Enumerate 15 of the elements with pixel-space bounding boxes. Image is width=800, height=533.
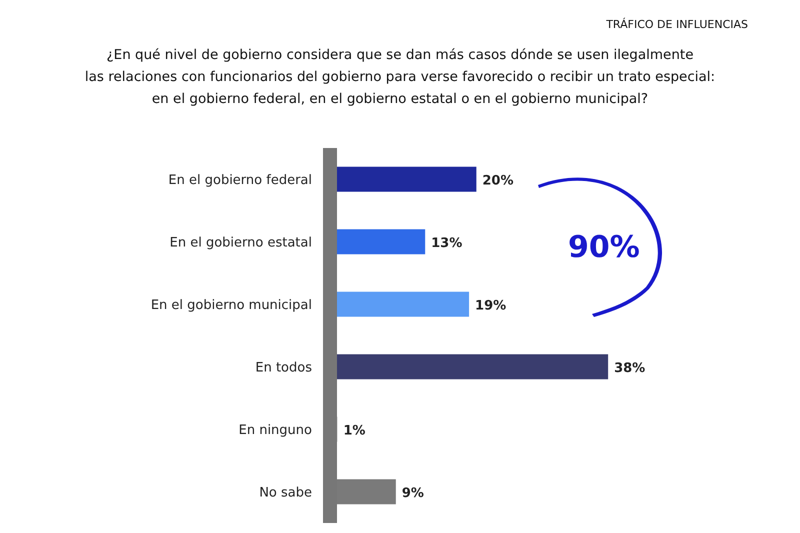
text: TRÁFICO DE INFLUENCIAS — [606, 18, 748, 31]
y-tick-label: En el gobierno municipal — [150, 298, 312, 313]
y-tick-label: No sabe — [259, 485, 312, 500]
y-tick-label: En todos — [255, 360, 312, 376]
data-label: 1% — [343, 423, 366, 438]
y-tick-label: En el gobierno estatal — [170, 235, 312, 250]
data-label: 13% — [431, 236, 462, 251]
data-label: 19% — [475, 298, 506, 314]
annotation: 90% — [568, 230, 640, 265]
data-label: 9% — [402, 486, 424, 501]
data-label: 20% — [482, 173, 514, 188]
y-tick-label: En el gobierno federal — [168, 172, 312, 188]
data-label: 38% — [614, 360, 646, 376]
y-tick-label: En ninguno — [238, 422, 312, 438]
chart-subtitle: ¿En qué nivel de gobierno considera que se dan más casos dónde se usen ilegalmente las relaciones con funcionarios del gobierno para verse favorecido o recibir un trato especial: en el gobierno federal, en el gobierno estatal o en el gobierno municipal? — [84, 46, 716, 109]
